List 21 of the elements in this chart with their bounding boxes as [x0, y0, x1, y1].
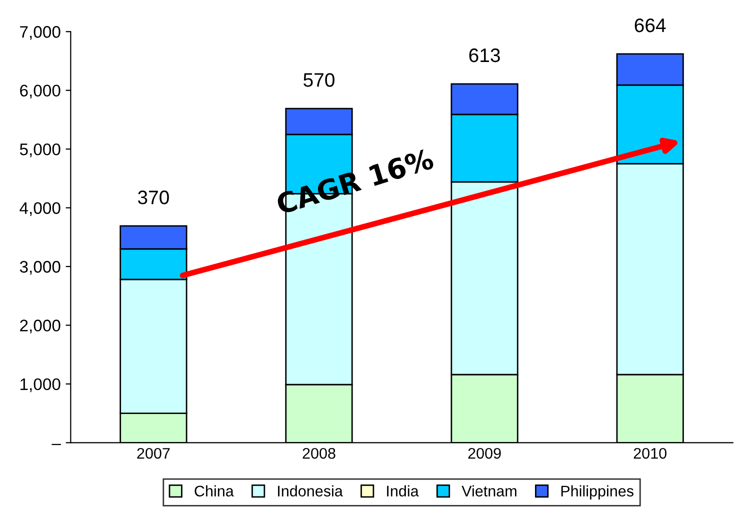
- x-tick-label: 2009: [468, 448, 501, 459]
- x-tick-label: 2010: [634, 448, 666, 459]
- legend-label: China: [194, 485, 234, 497]
- annotation: 664: [634, 18, 666, 32]
- y-tick-label: 2,000: [20, 320, 60, 334]
- x-tick-label: 2008: [302, 448, 336, 459]
- y-tick-label: 7,000: [20, 26, 60, 40]
- legend-label: Vietnam: [462, 485, 516, 497]
- annotation: 370: [138, 190, 169, 204]
- legend-label: India: [387, 485, 419, 497]
- y-tick-label: 5,000: [20, 143, 60, 158]
- legend-label: Philippines: [561, 485, 634, 500]
- annotation: 613: [469, 48, 500, 62]
- y-tick-label: 3,000: [20, 260, 60, 275]
- y-tick-label: 1,000: [20, 378, 60, 392]
- y-tick-label: 4,000: [20, 202, 60, 216]
- x-tick-label: 2007: [137, 448, 170, 459]
- y-tick-label: –: [52, 444, 61, 446]
- legend-label: Indonesia: [278, 485, 343, 497]
- y-tick-label: 6,000: [20, 84, 60, 99]
- annotation: 570: [304, 73, 334, 87]
